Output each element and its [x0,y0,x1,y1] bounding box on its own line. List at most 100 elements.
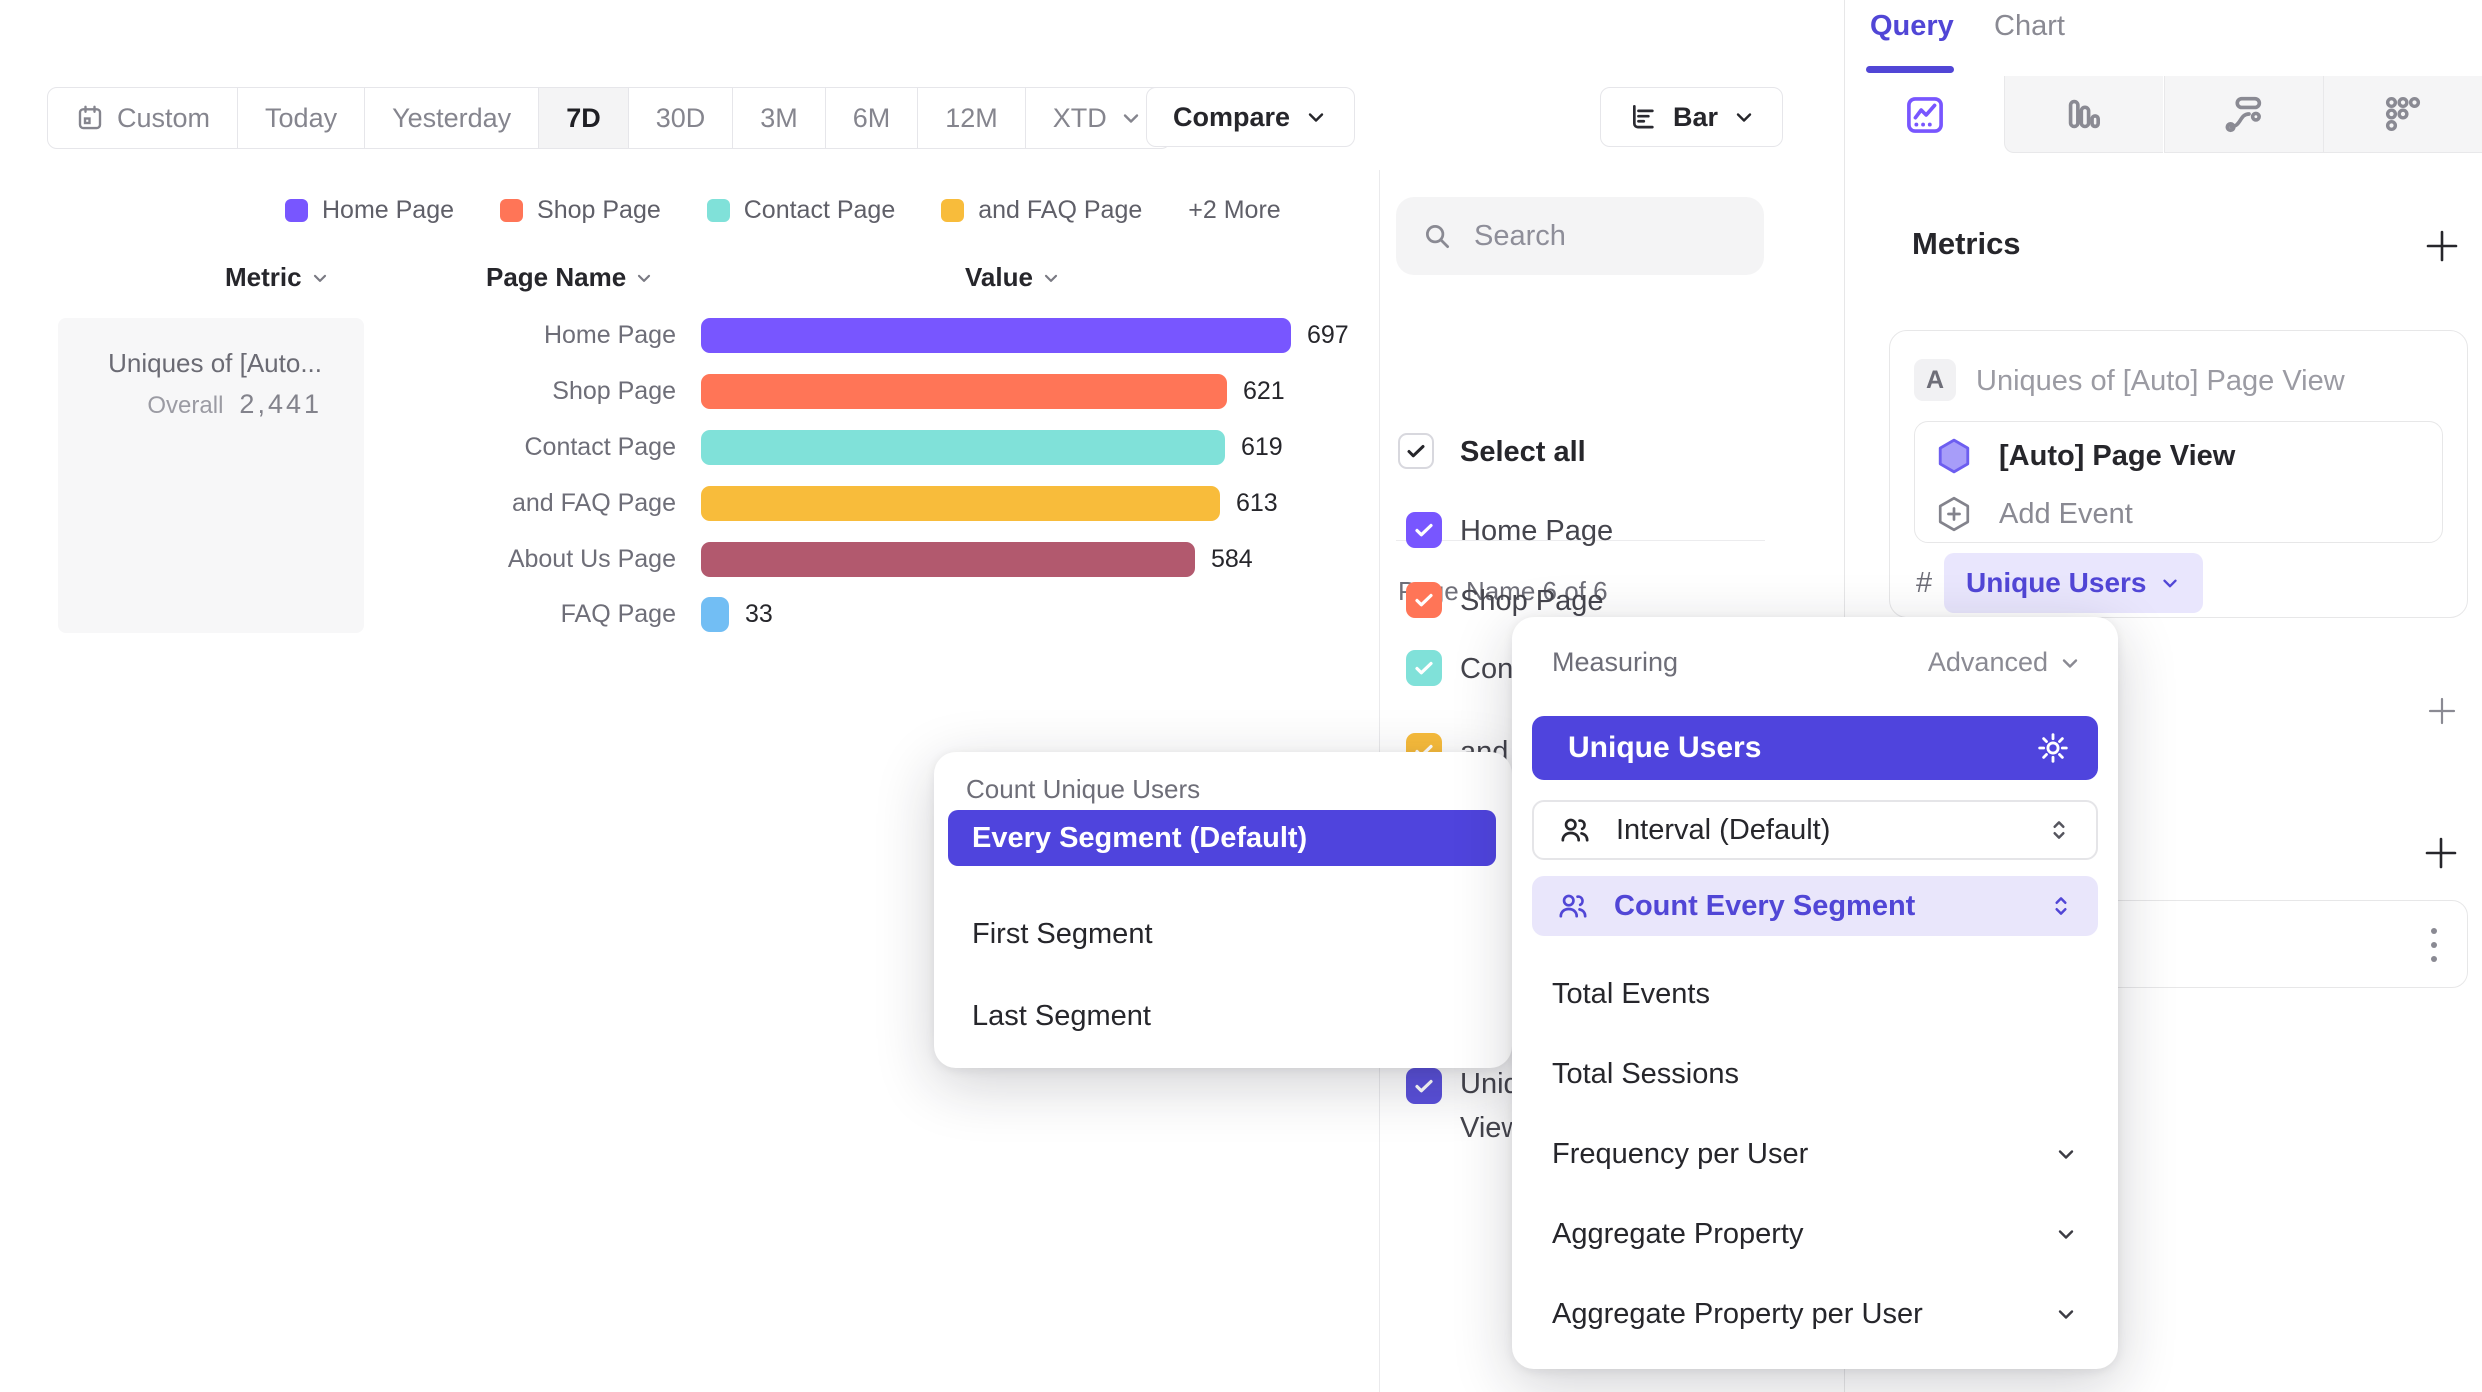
option-unique-users-selected[interactable]: Unique Users [1532,716,2098,780]
bar-segment[interactable] [701,486,1220,521]
chevron-down-icon [2062,658,2078,668]
count-mode-selector[interactable]: Count Every Segment [1532,876,2098,936]
measuring-option-aggregate-property[interactable]: Aggregate Property [1552,1214,2078,1254]
date-range-label: XTD [1052,102,1107,133]
metric-summary-card[interactable]: Uniques of [Auto... Overall 2,441 [58,318,364,633]
column-header-value[interactable]: Value [965,262,1061,293]
chevron-down-icon [1736,113,1752,122]
date-range-6m[interactable]: 6M [826,88,919,148]
add-event-row[interactable]: Add Event [1935,494,2133,534]
segment-checkbox[interactable] [1406,582,1442,618]
viz-tab-insights-active[interactable] [1845,76,2004,153]
bar-row-label: FAQ Page [560,600,676,628]
bar-segment[interactable] [701,374,1227,409]
measurement-pill[interactable]: Unique Users [1944,553,2203,613]
bar-segment[interactable] [701,542,1195,577]
bar-value-label: 621 [1243,377,1285,405]
up-down-stepper-icon[interactable] [2048,893,2074,919]
interval-selector[interactable]: Interval (Default) [1532,800,2098,860]
measuring-option-total-events[interactable]: Total Events [1552,974,2078,1014]
bar-row-label: Shop Page [552,377,676,405]
bar-value-label: 613 [1236,489,1278,517]
bar-segment[interactable] [701,430,1225,465]
bar-value-label: 697 [1307,321,1349,349]
chevron-down-icon [2058,1310,2074,1319]
checkmark-icon [1415,593,1433,607]
compare-button[interactable]: Compare [1146,87,1356,147]
date-range-yesterday[interactable]: Yesterday [365,88,540,148]
measuring-option-total-sessions[interactable]: Total Sessions [1552,1054,2078,1094]
measuring-option-aggregate-property-per-user[interactable]: Aggregate Property per User [1552,1294,2078,1334]
checkmark-icon [1407,445,1425,458]
tab-query[interactable]: Query [1870,10,1954,42]
add-filter-button[interactable] [2427,696,2457,726]
advanced-toggle[interactable]: Advanced [1928,647,2082,678]
chevron-down-icon [2058,1150,2074,1159]
date-range-xtd[interactable]: XTD [1026,88,1170,148]
bar-segment[interactable] [701,318,1291,353]
segment-checkbox[interactable] [1406,650,1442,686]
legend-more[interactable]: +2 More [1188,195,1281,224]
viz-tab-flows[interactable] [2164,76,2323,153]
segment-label[interactable]: Home Page [1460,515,1614,547]
date-range-label: Yesterday [392,102,512,133]
add-event-label: Add Event [1999,497,2133,530]
line-chart-icon [1906,96,1943,133]
metric-overall-value: 2,441 [239,389,322,419]
users-icon [1559,894,1587,918]
date-range-custom[interactable]: Custom [48,88,239,148]
metric-overall: Overall 2,441 [147,389,322,419]
viz-tab-retention[interactable] [2323,76,2482,153]
active-tab-underline [1866,66,1954,73]
segment-search[interactable] [1396,197,1764,275]
legend-item[interactable]: Contact Page [706,196,895,225]
select-all-checkbox[interactable] [1398,433,1434,469]
search-icon [1426,225,1449,248]
segment-checkbox-uniques[interactable] [1406,1068,1442,1104]
chart-legend: Home Page Shop Page Contact Page and FAQ Pa… [285,196,1281,224]
bar-segment[interactable] [701,597,729,632]
option-every-segment[interactable]: Every Segment (Default) [948,810,1496,866]
measuring-option-label: Aggregate Property [1552,1217,1804,1250]
retention-icon [2385,96,2421,132]
measuring-option-label: Total Sessions [1552,1057,1739,1090]
chevron-down-icon [2162,579,2177,588]
legend-item[interactable]: Shop Page [500,196,661,225]
chevron-down-icon [313,274,326,282]
select-all-label[interactable]: Select all [1460,436,1586,468]
event-hexagon-icon [1938,438,1970,474]
date-range-12m[interactable]: 12M [918,88,1026,148]
date-range-label: 30D [655,102,706,133]
date-range-7d[interactable]: 7D [539,88,629,148]
bar-value-label: 619 [1241,433,1283,461]
option-first-segment[interactable]: First Segment [972,918,1153,950]
horizontal-bar-chart-icon [1633,105,1654,129]
column-header-page-name[interactable]: Page Name [486,262,654,293]
date-range-today[interactable]: Today [238,88,366,148]
measuring-option-label: Frequency per User [1552,1137,1809,1170]
checkmark-icon [1415,523,1433,537]
measuring-option-frequency-per-user[interactable]: Frequency per User [1552,1134,2078,1174]
up-down-stepper-icon[interactable] [2046,817,2072,843]
date-range-3m[interactable]: 3M [733,88,826,148]
chart-type-button[interactable]: Bar [1600,87,1784,147]
column-header-metric[interactable]: Metric [225,262,330,293]
bar-row-label: Contact Page [524,433,677,461]
segment-label[interactable]: Shop Page [1460,585,1604,617]
legend-item[interactable]: and FAQ Page [941,196,1142,225]
legend-item[interactable]: Home Page [285,196,454,225]
add-breakdown-button[interactable] [2424,836,2458,870]
segment-checkbox[interactable] [1406,512,1442,548]
event-row[interactable]: [Auto] Page View [1935,436,2235,476]
viz-tab-bars[interactable] [2004,76,2163,153]
legend-swatch [706,198,730,222]
kebab-menu-icon[interactable] [2427,923,2441,967]
add-metric-button[interactable] [2424,228,2460,264]
metric-row-title[interactable]: Uniques of [Auto] Page View [1976,365,2345,397]
gear-icon[interactable] [2036,731,2070,765]
tab-chart[interactable]: Chart [1994,10,2065,42]
legend-label: Home Page [322,195,455,224]
date-range-30d[interactable]: 30D [629,88,734,148]
option-last-segment[interactable]: Last Segment [972,1000,1151,1032]
search-input[interactable] [1472,218,1716,254]
